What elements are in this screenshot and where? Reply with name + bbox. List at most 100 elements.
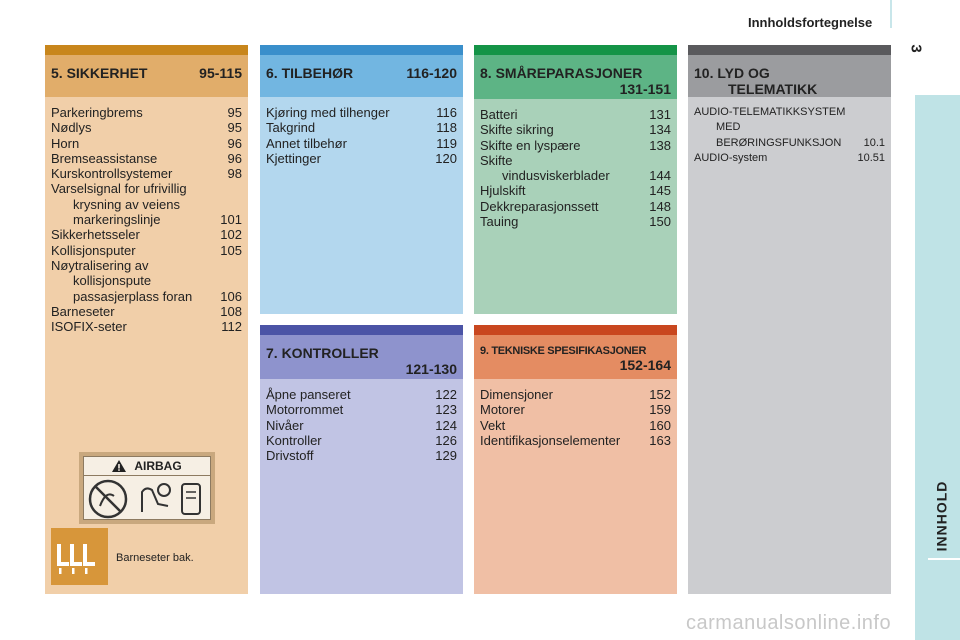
toc-entry-label: AUDIO-system xyxy=(694,151,768,164)
toc-entry-page: 150 xyxy=(649,214,671,230)
toc-entry[interactable]: BERØRINGSFUNKSJON 10.1 xyxy=(694,136,885,151)
section-5-pages: 95-115 xyxy=(199,65,242,81)
toc-entry[interactable]: ISOFIX-seter 112 xyxy=(51,319,242,334)
toc-entry-page: 124 xyxy=(435,417,457,433)
toc-entry[interactable]: Nødlys 95 xyxy=(51,120,242,135)
toc-entry-page: 160 xyxy=(649,417,671,433)
toc-entry-page: 120 xyxy=(435,150,457,166)
section-8-header[interactable]: 8. SMÅREPARASJONER 131-151 xyxy=(474,55,677,99)
section-10-body: AUDIO-TELEMATIKKSYSTEM MED BERØRINGSFUNKSJ… xyxy=(688,97,891,594)
toc-entry[interactable]: Kontroller 126 xyxy=(266,433,457,448)
toc-entry-label: Dekkreparasjonssett xyxy=(480,198,599,214)
toc-entry-label: Kontroller xyxy=(266,432,322,448)
toc-entry-label: Dimensjoner xyxy=(480,387,553,402)
toc-entry[interactable]: passasjerplass foran 106 xyxy=(51,289,242,304)
toc-entry[interactable]: Bremseassistanse 96 xyxy=(51,151,242,166)
toc-entry[interactable]: Kjettinger 120 xyxy=(266,151,457,166)
toc-entry[interactable]: Motorer 159 xyxy=(480,402,671,417)
toc-entry[interactable]: Identifikasjonselementer 163 xyxy=(480,433,671,448)
toc-entry[interactable]: Nivåer 124 xyxy=(266,418,457,433)
section-9-header[interactable]: 9. TEKNISKE SPESIFIKASJONER 152-164 xyxy=(474,335,677,379)
toc-entry-page: 122 xyxy=(435,387,457,402)
section-6-header[interactable]: 6. TILBEHØR 116-120 xyxy=(260,55,463,97)
toc-entry-page: 163 xyxy=(649,432,671,448)
toc-entry-page: 152 xyxy=(649,387,671,402)
toc-entry-label: passasjerplass foran xyxy=(73,288,193,304)
toc-entry[interactable]: Varselsignal for ufrivillig xyxy=(51,181,242,196)
warning-triangle-icon xyxy=(112,460,127,472)
toc-entry[interactable]: Hjulskift 145 xyxy=(480,183,671,198)
toc-entry-label: Identifikasjonselementer xyxy=(480,432,621,448)
toc-entry[interactable]: Parkeringbrems 95 xyxy=(51,105,242,120)
toc-entry[interactable]: Tauing 150 xyxy=(480,214,671,229)
section-10-header[interactable]: 10. LYD OG TELEMATIKK xyxy=(688,55,891,97)
toc-entry-label: Tauing xyxy=(480,214,519,230)
toc-entry[interactable]: Takgrind 118 xyxy=(266,120,457,135)
section-10-title-line2: TELEMATIKK xyxy=(728,81,818,97)
toc-entry-label: Sikkerhetsseler xyxy=(51,227,140,243)
toc-entry[interactable]: kollisjonspute xyxy=(51,273,242,288)
toc-entry[interactable]: Kollisjonsputer 105 xyxy=(51,243,242,258)
rear-seats-icon xyxy=(51,528,108,585)
toc-entry[interactable]: Sikkerhetsseler 102 xyxy=(51,227,242,242)
toc-entry-page: 159 xyxy=(649,402,671,418)
toc-entry-page: 145 xyxy=(649,183,671,199)
toc-entry[interactable]: Skifte sikring 134 xyxy=(480,122,671,137)
toc-entry-page: 96 xyxy=(227,150,242,166)
section-9-title: 9. TEKNISKE SPESIFIKASJONER xyxy=(480,345,647,357)
toc-entry-label: Åpne panseret xyxy=(266,387,351,402)
rear-seats-caption: Barneseter bak. xyxy=(116,552,194,564)
section-9-bar xyxy=(474,325,677,335)
toc-entry-label: Horn xyxy=(51,135,80,151)
toc-entry[interactable]: krysning av veiens xyxy=(51,197,242,212)
toc-entry[interactable]: Skifte en lyspære 138 xyxy=(480,138,671,153)
toc-entry[interactable]: AUDIO-system 10.51 xyxy=(694,151,885,166)
toc-entry-page: 105 xyxy=(220,242,242,258)
toc-entry[interactable]: markeringslinje 101 xyxy=(51,212,242,227)
toc-entry-label: krysning av veiens xyxy=(73,196,180,212)
toc-entry[interactable]: AUDIO-TELEMATIKKSYSTEM xyxy=(694,105,885,120)
toc-entry-page: 123 xyxy=(435,402,457,418)
toc-entry[interactable]: Dimensjoner 152 xyxy=(480,387,671,402)
section-5-title: 5. SIKKERHET xyxy=(51,65,148,81)
toc-entry[interactable]: Skifte xyxy=(480,153,671,168)
toc-entry-label: Kollisjonsputer xyxy=(51,242,136,258)
toc-entry[interactable]: Horn 96 xyxy=(51,136,242,151)
toc-entry[interactable]: vindusviskerblader 144 xyxy=(480,168,671,183)
toc-entry-label: Varselsignal for ufrivillig xyxy=(51,181,187,197)
toc-entry-label: Nivåer xyxy=(266,417,304,433)
toc-entry-label: Skifte en lyspære xyxy=(480,137,581,153)
section-9-pages: 152-164 xyxy=(619,357,671,373)
toc-entry-page: 95 xyxy=(227,105,242,120)
toc-entry-label: Takgrind xyxy=(266,120,316,136)
section-10-title-line1: 10. LYD OG xyxy=(694,65,770,81)
toc-entry[interactable]: Dekkreparasjonssett 148 xyxy=(480,199,671,214)
toc-entry[interactable]: Kurskontrollsystemer 98 xyxy=(51,166,242,181)
toc-entry[interactable]: Åpne panseret 122 xyxy=(266,387,457,402)
section-7-bar xyxy=(260,325,463,335)
toc-entry-label: Kjettinger xyxy=(266,150,321,166)
toc-entry-label: Motorrommet xyxy=(266,402,344,418)
section-6-title: 6. TILBEHØR xyxy=(266,65,354,81)
toc-entry-page: 131 xyxy=(649,107,671,122)
toc-entry-label: Motorer xyxy=(480,402,525,418)
toc-entry[interactable]: Vekt 160 xyxy=(480,418,671,433)
section-7-header[interactable]: 7. KONTROLLER 121-130 xyxy=(260,335,463,379)
toc-entry[interactable]: Barneseter 108 xyxy=(51,304,242,319)
toc-entry[interactable]: Motorrommet 123 xyxy=(266,402,457,417)
toc-entry-page: 96 xyxy=(227,135,242,151)
toc-entry-label: Skifte sikring xyxy=(480,122,554,138)
toc-entry[interactable]: MED xyxy=(694,120,885,135)
toc-entry[interactable]: Nøytralisering av xyxy=(51,258,242,273)
toc-entry-label: Barneseter xyxy=(51,303,115,319)
toc-entry-page: 106 xyxy=(220,288,242,304)
toc-entry[interactable]: Drivstoff 129 xyxy=(266,448,457,463)
section-5-header[interactable]: 5. SIKKERHET 95-115 xyxy=(45,55,248,97)
section-7-body: Åpne panseret 122 Motorrommet 123 Nivåer 124 K… xyxy=(260,379,463,594)
toc-entry-label: Parkeringbrems xyxy=(51,105,143,120)
toc-entry-page: 134 xyxy=(649,122,671,138)
toc-entry[interactable]: Kjøring med tilhenger 116 xyxy=(266,105,457,120)
toc-entry[interactable]: Annet tilbehør 119 xyxy=(266,136,457,151)
toc-entry[interactable]: Batteri 131 xyxy=(480,107,671,122)
toc-entry-label: Batteri xyxy=(480,107,518,122)
